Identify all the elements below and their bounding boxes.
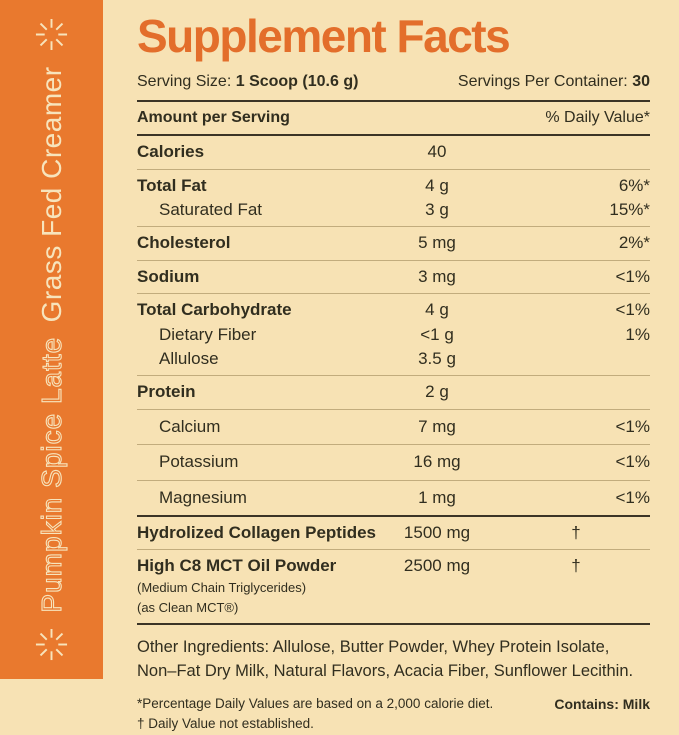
footnote-lines: *Percentage Daily Values are based on a … — [137, 694, 493, 735]
nutrient-amount: 7 mg — [418, 416, 456, 436]
nutrient-subnote: (as Clean MCT®) — [137, 599, 239, 615]
nutrient-name: Magnesium — [159, 487, 247, 507]
other-ingredients: Other Ingredients: Allulose, Butter Powd… — [137, 637, 634, 681]
supplement-label: Pumpkin Spice Latte Grass Fed Creamer Su… — [0, 0, 650, 731]
nutrient-name: Saturated Fat — [159, 200, 263, 220]
nutrient-daily-value: † — [571, 522, 581, 542]
nutrient-amount: 3.5 g — [418, 349, 456, 369]
nutrient-daily-value: 6%* — [618, 175, 650, 195]
nutrient-daily-value: † — [571, 556, 581, 576]
nutrient-amount: 4 g — [425, 300, 449, 320]
nutrient-row: Magnesium 1 mg <1% — [137, 481, 650, 517]
nutrient-amount: 1 mg — [418, 487, 456, 507]
footnotes: *Percentage Daily Values are based on a … — [137, 694, 650, 735]
nutrient-name: Sodium — [137, 266, 200, 286]
nutrient-name: Potassium — [159, 452, 239, 472]
nutrient-amount: 4 g — [425, 175, 449, 195]
nutrient-daily-value: <1% — [615, 487, 651, 507]
nutrient-daily-value: 2%* — [618, 233, 650, 253]
nutrient-daily-value: 15%* — [609, 200, 650, 220]
nutrient-amount: <1 g — [420, 324, 454, 344]
nutrient-row: Protein 2 g — [137, 376, 650, 410]
nutrient-daily-value: 1% — [625, 324, 650, 344]
nutrient-row: High C8 MCT Oil Powder (Medium Chain Trig… — [137, 550, 650, 625]
footnote-daily-value: *Percentage Daily Values are based on a … — [137, 696, 494, 712]
nutrient-row: Calcium 7 mg <1% — [137, 410, 651, 446]
nutrient-amount: 5 mg — [418, 233, 456, 253]
nutrient-amount: 3 g — [425, 200, 449, 220]
product-name-label: Grass Fed Creamer — [35, 66, 67, 323]
starburst-icon — [34, 17, 69, 52]
nutrient-daily-value: <1% — [615, 452, 651, 472]
nutrient-name: Calories — [137, 142, 205, 162]
servings-label: Servings Per Container: — [457, 73, 628, 91]
nutrient-amount: 1500 mg — [403, 522, 471, 542]
nutrient-daily-value: <1% — [615, 416, 651, 436]
nutrient-row: Hydrolized Collagen Peptides 1500 mg † — [137, 517, 650, 551]
nutrient-row: Potassium 16 mg <1% — [137, 445, 651, 481]
nutrient-row: Allulose 3.5 g — [137, 347, 650, 377]
nutrient-row: Sodium 3 mg <1% — [137, 261, 651, 295]
daily-value-header: % Daily Value* — [545, 109, 650, 127]
serving-size-label: Serving Size: — [137, 73, 232, 91]
nutrient-name: High C8 MCT Oil Powder (Medium Chain Trig… — [137, 556, 372, 616]
sidebar: Pumpkin Spice Latte Grass Fed Creamer — [0, 0, 103, 679]
page-title: Supplement Facts — [137, 10, 511, 62]
nutrient-row: Total Carbohydrate 4 g <1% — [137, 294, 650, 322]
servings-per-container: Servings Per Container: 30 — [458, 73, 650, 91]
nutrient-name: Protein — [137, 382, 196, 402]
nutrient-row: Total Fat 4 g 6%* — [137, 170, 650, 198]
nutrient-amount: 2 g — [425, 382, 449, 402]
starburst-icon — [34, 627, 69, 662]
nutrient-name: Total Carbohydrate — [137, 300, 292, 320]
nutrient-name: Hydrolized Collagen Peptides — [137, 522, 376, 542]
amount-per-serving-header: Amount per Serving — [137, 109, 290, 127]
product-flavor-label: Pumpkin Spice Latte — [35, 336, 67, 613]
nutrient-subnote: (Medium Chain Triglycerides) — [137, 579, 307, 595]
nutrient-name: Cholesterol — [137, 233, 231, 253]
nutrient-row: Cholesterol 5 mg 2%* — [137, 227, 650, 261]
serving-size-value: 1 Scoop (10.6 g) — [235, 73, 359, 91]
footnote-dagger: † Daily Value not established. — [137, 716, 314, 732]
nutrient-row: Saturated Fat 3 g 15%* — [137, 198, 650, 228]
nutrient-row: Calories 40 — [137, 136, 650, 170]
sidebar-rail: Pumpkin Spice Latte Grass Fed Creamer — [0, 0, 103, 679]
nutrient-daily-value: <1% — [615, 266, 651, 286]
servings-value: 30 — [632, 73, 650, 91]
nutrient-amount: 3 mg — [418, 266, 456, 286]
facts-panel: Supplement Facts Serving Size: 1 Scoop (… — [137, 0, 650, 735]
nutrient-daily-value: <1% — [615, 300, 651, 320]
serving-row: Serving Size: 1 Scoop (10.6 g) Servings … — [137, 73, 650, 103]
facts-table-body: Calories 40 Total Fat 4 g 6%* Saturated Fat 3 … — [137, 136, 651, 625]
nutrient-row: Dietary Fiber <1 g 1% — [137, 323, 650, 347]
nutrient-name: Total Fat — [137, 175, 207, 195]
nutrient-amount: 2500 mg — [403, 556, 471, 576]
nutrient-name: Calcium — [159, 416, 221, 436]
serving-size: Serving Size: 1 Scoop (10.6 g) — [137, 73, 358, 91]
nutrient-name: Allulose — [159, 349, 219, 369]
allergen-statement: Contains: Milk — [554, 696, 650, 713]
nutrient-name: Dietary Fiber — [159, 324, 257, 344]
table-header: Amount per Serving % Daily Value* — [137, 102, 650, 137]
nutrient-amount: 16 mg — [413, 452, 461, 472]
nutrient-amount: 40 — [427, 142, 447, 162]
